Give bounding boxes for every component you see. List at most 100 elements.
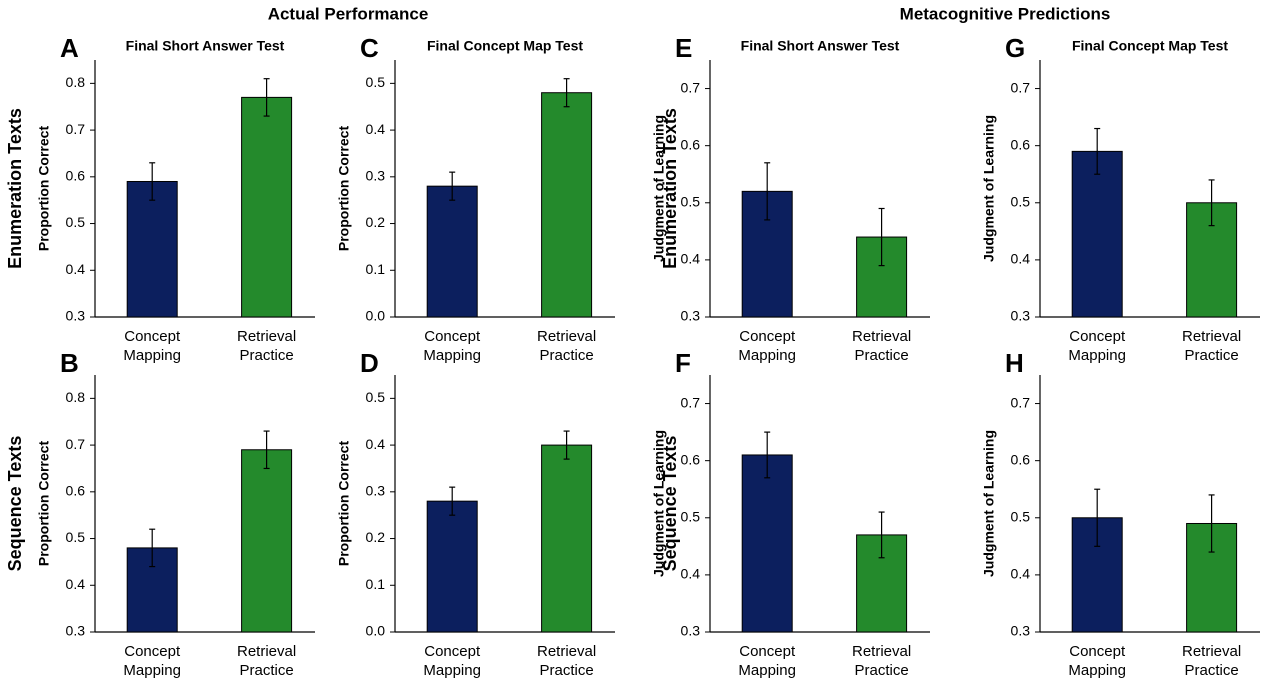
error-bar — [449, 486, 456, 516]
x-tick-label-box: Retrieval Practice — [1182, 328, 1242, 364]
error-bar — [1208, 494, 1215, 553]
error-bar — [149, 528, 156, 568]
y-tick-label: 0.6 — [681, 451, 701, 467]
y-tick-label: 0.4 — [66, 261, 86, 277]
y-tick-label: 0.4 — [681, 251, 701, 267]
error-bar — [263, 78, 270, 117]
y-tick-label: 0.0 — [366, 308, 386, 324]
y-tick-label: 0.7 — [681, 79, 701, 95]
x-tick-label: Concept Mapping — [123, 328, 181, 364]
y-tick-label: 0.5 — [1011, 193, 1031, 209]
panel-letter: A — [60, 33, 79, 63]
y-tick-label: 0.2 — [366, 529, 386, 545]
error-bar — [878, 511, 885, 559]
bar — [241, 96, 293, 318]
y-tick-label: 0.1 — [366, 261, 386, 277]
y-axis-label: Proportion Correct — [336, 441, 352, 567]
error-bar — [1208, 179, 1215, 227]
error-bar — [1094, 127, 1101, 175]
x-tick-label: Concept Mapping — [1068, 643, 1126, 679]
bar — [541, 444, 593, 633]
y-axis-label: Proportion Correct — [36, 126, 52, 252]
x-tick-label-box: Concept Mapping — [123, 643, 181, 679]
x-tick-label: Retrieval Practice — [537, 643, 597, 679]
x-tick-label-box: Concept Mapping — [123, 328, 181, 364]
y-axis-label: Judgment of Learning — [981, 430, 997, 577]
error-bar — [563, 430, 570, 460]
y-tick-label: 0.6 — [1011, 451, 1031, 467]
bar — [741, 454, 793, 633]
x-tick-label-box: Concept Mapping — [1068, 643, 1126, 679]
y-tick-label: 0.3 — [66, 308, 86, 324]
x-tick-label-box: Concept Mapping — [738, 328, 796, 364]
y-tick-label: 0.3 — [1011, 308, 1031, 324]
x-tick-label-box: Retrieval Practice — [537, 328, 596, 364]
y-axis-label: Judgment of Learning — [651, 115, 667, 262]
x-tick-label: Retrieval Practice — [852, 328, 912, 364]
x-tick-label: Concept Mapping — [738, 328, 796, 364]
y-tick-label: 0.4 — [1011, 251, 1031, 267]
y-tick-label: 0.6 — [1011, 136, 1031, 152]
y-tick-label: 0.1 — [366, 576, 386, 592]
y-tick-label: 0.7 — [66, 121, 86, 137]
y-tick-label: 0.8 — [66, 74, 86, 90]
panel-letter: E — [675, 33, 692, 63]
row-label: Sequence Texts — [660, 436, 680, 572]
y-tick-label: 0.3 — [681, 308, 701, 324]
x-tick-label: Retrieval Practice — [237, 328, 297, 364]
y-tick-label: 0.7 — [681, 394, 701, 410]
row-label: Enumeration Texts — [660, 108, 680, 269]
y-tick-label: 0.4 — [366, 121, 386, 137]
error-bar — [764, 162, 771, 221]
y-tick-label: 0.5 — [366, 74, 386, 90]
panel-title: Final Concept Map Test — [427, 38, 583, 54]
x-tick-label-box: Retrieval Practice — [237, 643, 297, 679]
x-tick-label: Retrieval Practice — [237, 643, 297, 679]
y-tick-label: 0.5 — [366, 389, 386, 405]
bar — [426, 185, 478, 318]
error-bar — [449, 171, 456, 201]
bar — [426, 500, 478, 633]
y-tick-label: 0.2 — [366, 214, 386, 230]
section-title: Metacognitive Predictions — [900, 4, 1111, 23]
y-tick-label: 0.7 — [66, 436, 86, 452]
panel-title: Final Short Answer Test — [741, 38, 900, 54]
y-tick-label: 0.3 — [366, 483, 386, 499]
error-bar — [263, 430, 270, 470]
y-tick-label: 0.5 — [681, 508, 701, 524]
x-tick-label-box: Concept Mapping — [1068, 328, 1126, 364]
y-tick-label: 0.4 — [1011, 566, 1031, 582]
y-tick-label: 0.3 — [66, 623, 86, 639]
error-bar — [563, 78, 570, 108]
error-bar — [1094, 488, 1101, 547]
x-tick-label: Retrieval Practice — [1182, 328, 1242, 364]
x-tick-label: Concept Mapping — [123, 643, 181, 679]
x-tick-label-box: Concept Mapping — [423, 643, 481, 679]
y-tick-label: 0.3 — [1011, 623, 1031, 639]
x-tick-label: Concept Mapping — [738, 643, 796, 679]
y-tick-label: 0.5 — [681, 193, 701, 209]
y-axis-label: Judgment of Learning — [981, 115, 997, 262]
y-tick-label: 0.6 — [66, 168, 86, 184]
y-tick-label: 0.6 — [681, 136, 701, 152]
x-tick-label-box: Retrieval Practice — [852, 328, 912, 364]
y-tick-label: 0.4 — [66, 576, 86, 592]
bar — [241, 449, 293, 633]
y-axis-label: Proportion Correct — [336, 126, 352, 252]
y-tick-label: 0.5 — [1011, 508, 1031, 524]
x-tick-label-box: Retrieval Practice — [537, 643, 597, 679]
panel-title: Final Concept Map Test — [1072, 38, 1228, 54]
x-tick-label: Concept Mapping — [423, 643, 481, 679]
x-tick-label-box: Concept Mapping — [738, 643, 796, 679]
panel-letter: G — [1005, 33, 1025, 63]
y-tick-label: 0.5 — [66, 529, 86, 545]
error-bar — [149, 162, 156, 201]
y-tick-label: 0.3 — [366, 168, 386, 184]
x-tick-label-box: Retrieval Practice — [1182, 643, 1242, 679]
panel-title: Final Short Answer Test — [126, 38, 285, 54]
error-bar — [878, 207, 885, 267]
x-tick-label: Retrieval Practice — [1182, 643, 1242, 679]
x-tick-label-box: Retrieval Practice — [852, 643, 911, 679]
